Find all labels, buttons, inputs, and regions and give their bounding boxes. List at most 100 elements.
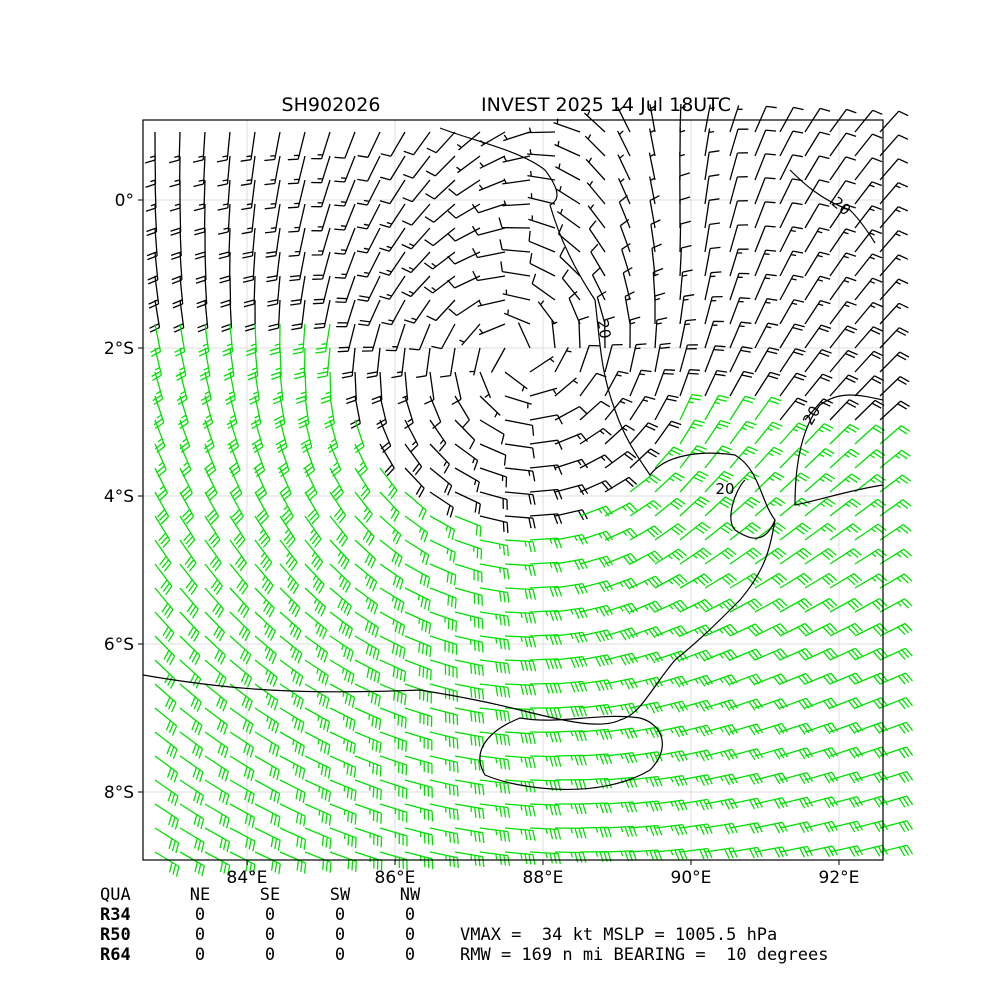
wind-barb	[829, 132, 857, 157]
wind-barb	[218, 227, 231, 260]
wind-barb	[329, 467, 344, 501]
wind-barb	[529, 561, 563, 573]
wind-barb	[149, 299, 161, 333]
wind-barb	[879, 400, 910, 421]
wind-barb	[779, 154, 803, 181]
wind-barb	[729, 698, 764, 711]
wind-barb	[879, 548, 913, 565]
grid	[143, 120, 883, 860]
wind-barb	[624, 291, 635, 325]
wind-barb	[804, 251, 830, 277]
wind-barb	[804, 373, 833, 397]
x-tick-label: 88°E	[523, 868, 564, 888]
wind-barb	[176, 371, 188, 406]
wind-barb	[267, 275, 281, 307]
wind-barb	[240, 155, 256, 186]
wind-barb	[454, 467, 480, 493]
wind-barb	[229, 707, 254, 735]
wind-barb	[454, 419, 476, 450]
wind-barb	[555, 186, 581, 205]
wind-barb	[247, 347, 259, 381]
wind-barb	[629, 448, 660, 469]
wind-barb	[754, 347, 780, 373]
wind-barb	[480, 131, 506, 147]
wind-barb	[704, 295, 723, 325]
wind-barb	[264, 155, 281, 186]
wind-barb	[804, 324, 832, 349]
wind-barb	[854, 326, 884, 349]
wind-barb	[479, 851, 511, 867]
wind-barb	[354, 539, 377, 569]
wind-barb	[879, 647, 913, 661]
wind-barb	[654, 317, 668, 349]
wind-barb	[629, 395, 656, 421]
wind-barb	[704, 271, 722, 301]
wind-barb	[502, 178, 531, 185]
wind-barb	[153, 395, 165, 430]
wind-barb	[679, 724, 714, 737]
wind-barb	[554, 377, 579, 397]
wind-barb	[404, 587, 431, 611]
wind-barb	[679, 547, 712, 565]
wind-barb	[503, 131, 531, 142]
wind-barb	[529, 439, 563, 450]
wind-barb	[179, 515, 196, 548]
wind-barb	[204, 731, 229, 759]
wind-barb	[254, 683, 279, 711]
wind-barb	[879, 746, 914, 759]
wind-barb	[246, 323, 257, 357]
wind-barb	[654, 675, 689, 688]
wind-barb	[287, 155, 306, 185]
wind-barb	[504, 803, 536, 817]
info-line: RMW = 169 n mi BEARING = 10 degrees	[460, 945, 828, 965]
wind-barb	[529, 585, 563, 598]
wind-barb	[879, 425, 911, 445]
wind-barb	[829, 252, 857, 277]
wind-barb	[312, 275, 331, 305]
wind-barb	[629, 775, 663, 788]
wind-barb	[304, 779, 332, 803]
wind-barb	[294, 347, 306, 380]
wind-barb	[402, 155, 431, 179]
wind-barb	[471, 225, 506, 236]
wind-barb	[529, 610, 563, 622]
wind-barb	[754, 298, 778, 325]
wind-barb	[829, 697, 864, 710]
wind-barb	[854, 181, 883, 205]
wind-barb	[754, 446, 784, 469]
wind-barb	[504, 611, 537, 624]
wind-barb	[829, 374, 859, 397]
contours	[142, 127, 884, 790]
wind-barb	[194, 203, 206, 236]
wind-barb	[654, 342, 671, 373]
wind-barb	[217, 203, 231, 235]
contour-line	[142, 127, 776, 725]
wind-barb	[879, 770, 914, 783]
wind-barb	[704, 496, 735, 517]
wind-barb	[479, 755, 511, 770]
wind-barb	[229, 491, 244, 525]
wind-barb	[729, 846, 763, 859]
wind-barb	[426, 299, 456, 322]
wind-barb	[254, 827, 281, 851]
wind-barb	[729, 200, 748, 229]
wind-barb	[499, 239, 531, 253]
wind-barb	[585, 157, 606, 181]
wind-barb	[220, 275, 232, 308]
wind-barb	[679, 103, 686, 133]
wind-barb	[279, 587, 301, 618]
wind-barb	[529, 387, 558, 397]
wind-barb	[242, 227, 256, 259]
wind-barb	[754, 522, 787, 541]
wind-barb	[379, 755, 408, 776]
wind-barb	[272, 371, 284, 405]
wind-barb	[229, 827, 256, 852]
wind-barb	[629, 369, 652, 397]
wind-barb	[854, 820, 889, 833]
wind-barb	[527, 170, 556, 181]
wind-barb	[354, 491, 373, 523]
wind-barb	[579, 704, 613, 716]
wind-barb	[479, 491, 508, 510]
wind-barb	[471, 203, 506, 214]
wind-barb	[754, 225, 776, 253]
